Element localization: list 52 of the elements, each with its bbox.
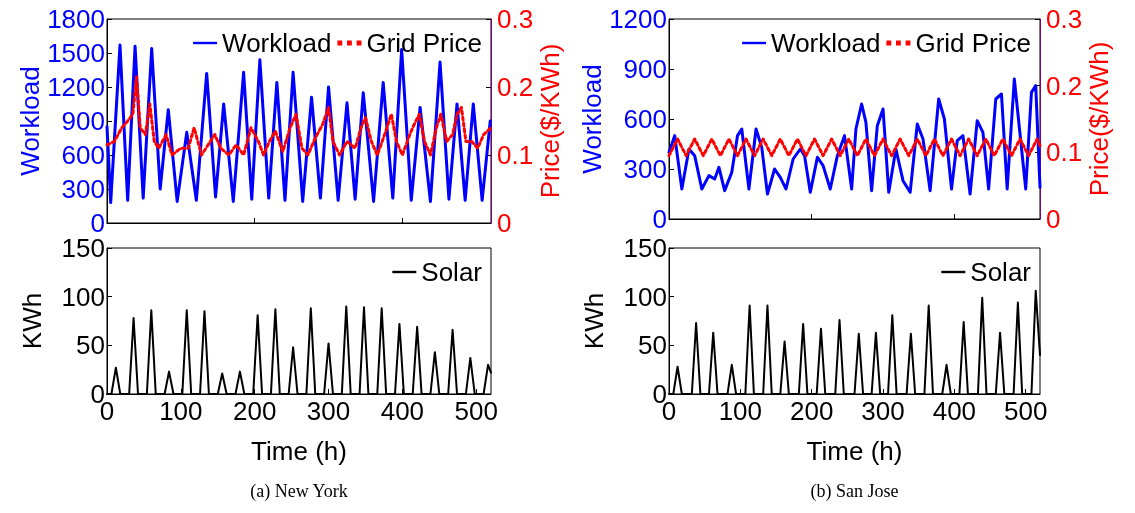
legend-label: Solar [421,257,483,287]
y2-axis-title: Price($/KWh) [1084,41,1115,197]
y-tick-label: 300 [623,154,667,184]
x-tick-label: 300 [861,396,905,426]
y-tick-label: 150 [623,233,667,263]
line-series [105,75,493,157]
x-tick-label: 500 [454,396,498,426]
x-tick-label: 400 [380,396,425,426]
x-tick-label: 100 [718,396,763,426]
x-axis-title: Time (h) [806,436,903,466]
legend-label: Grid Price [366,28,482,58]
legend-label: Grid Price [915,28,1031,58]
y-axis-title: KWh [17,292,47,350]
y-axis-title: Workload [15,66,46,176]
text: (b) San Jose [810,481,899,502]
y2-tick-label: 0.2 [497,72,534,102]
y2-tick-label: 0 [497,208,512,238]
legend-label: Workload [222,28,332,58]
y-tick-label: 50 [638,330,667,361]
y-axis-title: KWh [579,292,609,350]
x-tick-label: 200 [233,396,277,426]
y-tick-label: 100 [61,281,105,312]
y-tick-label: 0 [652,204,667,234]
line-series [667,77,1042,196]
y-tick-label: 1200 [47,72,105,102]
text: (a) New York [250,481,348,502]
y-tick-label: 1800 [47,4,105,34]
y-tick-label: 900 [623,54,667,84]
legend-label: Workload [771,28,881,58]
x-tick-label: 400 [932,396,977,426]
y2-tick-label: 0.1 [497,140,534,170]
y2-axis-title: Price($/KWh) [535,43,566,199]
y2-tick-label: 0.3 [1046,4,1083,34]
x-tick-label: 100 [159,396,203,426]
y2-tick-label: 0.1 [1046,137,1083,168]
y-tick-label: 1200 [609,4,667,34]
y-tick-label: 50 [76,330,105,361]
y2-tick-label: 0 [1046,204,1061,234]
y-tick-label: 600 [61,140,105,170]
legend-label: Solar [970,257,1032,287]
y-tick-label: 900 [61,106,105,136]
y-tick-label: 100 [623,281,667,312]
x-tick-label: 300 [306,396,351,426]
y-tick-label: 1500 [47,38,105,68]
y2-tick-label: 0.2 [1046,70,1083,101]
x-tick-label: 500 [1004,396,1048,426]
y2-tick-label: 0.3 [497,4,534,34]
y-tick-label: 300 [61,174,105,204]
x-tick-label: 200 [790,396,834,426]
y-axis-title: Workload [577,64,608,174]
y-tick-label: 600 [623,104,667,134]
x-axis-title: Time (h) [251,436,347,466]
